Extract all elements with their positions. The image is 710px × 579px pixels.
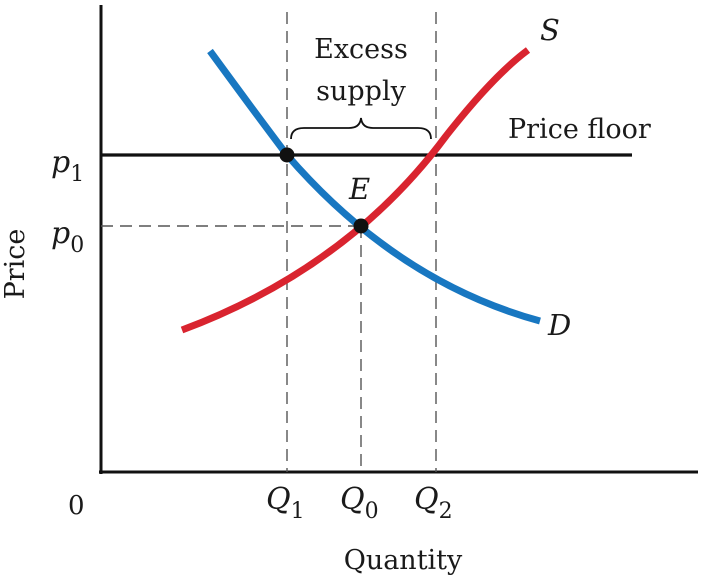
price-tick-p0-sub: 0: [70, 233, 84, 258]
equilibrium-point: [353, 218, 369, 234]
price-tick-p0: p0: [51, 216, 84, 258]
quantity-tick-q0: Q0: [340, 482, 379, 524]
price-tick-p1: p1: [51, 145, 84, 187]
excess-supply-line1: Excess: [314, 34, 408, 65]
price-tick-p1-sub: 1: [70, 162, 84, 187]
floor-demand-point: [279, 147, 295, 163]
quantity-tick-q2-main: Q: [414, 482, 439, 517]
quantity-tick-q1-main: Q: [266, 482, 291, 517]
supply-curve: [180, 47, 531, 334]
quantity-tick-q0-sub: 0: [365, 499, 379, 524]
y-axis-label: Price: [0, 229, 31, 300]
excess-supply-line2: supply: [316, 76, 406, 107]
demand-label: D: [547, 308, 571, 342]
price-floor-label: Price floor: [508, 114, 651, 145]
excess-supply-brace: [290, 117, 432, 140]
supply-label: S: [540, 13, 560, 47]
equilibrium-label: E: [348, 172, 370, 206]
origin-label: 0: [68, 491, 85, 521]
x-axis-label: Quantity: [344, 545, 463, 576]
price-tick-p1-main: p: [51, 145, 70, 180]
quantity-tick-q2-sub: 2: [439, 499, 453, 524]
demand-curve: [207, 48, 541, 325]
quantity-tick-q2: Q2: [414, 482, 453, 524]
quantity-tick-q1: Q1: [266, 482, 305, 524]
price-tick-p0-main: p: [51, 216, 70, 251]
quantity-tick-q1-sub: 1: [291, 499, 305, 524]
quantity-tick-q0-main: Q: [340, 482, 365, 517]
